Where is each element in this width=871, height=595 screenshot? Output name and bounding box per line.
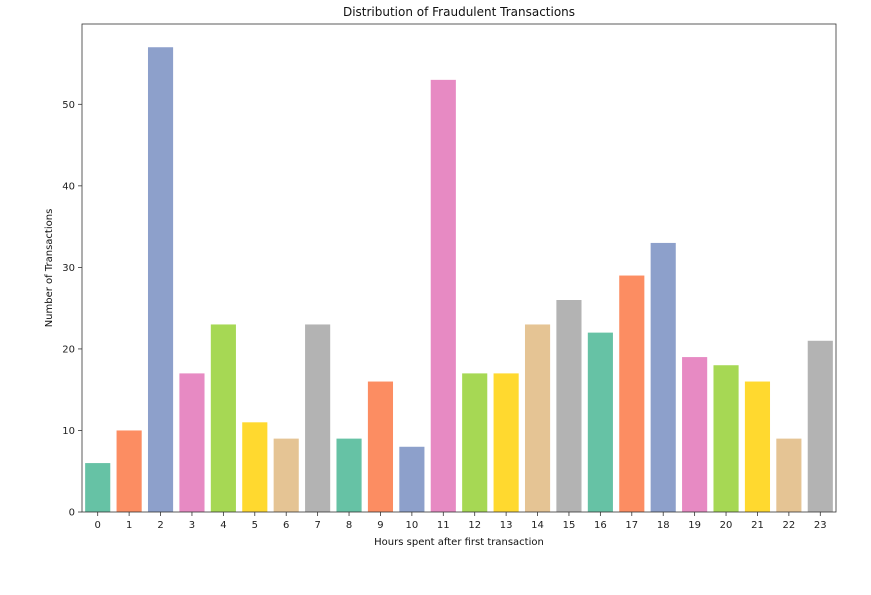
bar-hour-7 [305,324,331,512]
bar-hour-4 [210,324,236,512]
x-tick-label: 21 [751,520,764,531]
x-axis: 0 1 2 3 4 5 6 7 8 9 10 11 12 13 14 15 16 17 18 19 20 21 22 23 [95,512,827,531]
x-tick-label: 13 [500,520,513,531]
x-tick-label: 0 [95,520,101,531]
y-axis-label: Number of Transactions [44,209,55,328]
bar-hour-23 [807,340,833,512]
x-tick-label: 15 [563,520,576,531]
bar-hour-20 [713,365,739,512]
bars-group [85,47,833,513]
bar-hour-2 [147,47,174,513]
bar-hour-0 [85,463,111,512]
x-tick-label: 9 [377,520,383,531]
x-tick-label: 4 [220,520,226,531]
y-axis: 0 10 20 30 40 50 [62,100,82,519]
x-tick-label: 10 [406,520,419,531]
bar-hour-6 [273,438,299,512]
x-tick-label: 17 [625,520,638,531]
x-tick-label: 2 [157,520,163,531]
bar-hour-13 [493,373,519,512]
y-tick-label: 40 [62,181,75,192]
bar-hour-9 [367,381,394,512]
x-tick-label: 19 [688,520,701,531]
y-tick-label: 0 [69,508,75,519]
x-axis-label: Hours spent after first transaction [374,537,544,548]
bar-hour-16 [587,332,613,512]
bar-hour-5 [242,422,268,512]
y-tick-label: 50 [62,100,75,111]
x-tick-label: 11 [437,520,450,531]
x-tick-label: 5 [252,520,258,531]
chart-title: Distribution of Fraudulent Transactions [343,5,575,19]
bar-hour-10 [399,446,425,512]
y-tick-label: 20 [62,344,75,355]
x-tick-label: 18 [657,520,670,531]
bar-hour-3 [179,373,205,512]
bar-hour-21 [744,381,771,512]
x-tick-label: 7 [314,520,320,531]
x-tick-label: 12 [468,520,481,531]
x-tick-label: 16 [594,520,607,531]
bar-hour-12 [462,373,488,512]
x-tick-label: 1 [126,520,132,531]
bar-hour-14 [524,324,551,512]
bar-hour-18 [650,242,676,512]
bar-hour-17 [619,275,645,512]
x-tick-label: 14 [531,520,544,531]
bar-hour-22 [776,438,802,512]
bar-hour-11 [430,79,456,512]
bar-hour-19 [682,357,708,512]
y-tick-label: 10 [62,426,75,437]
bar-hour-15 [556,300,582,512]
x-tick-label: 8 [346,520,352,531]
bar-hour-8 [336,438,362,512]
x-tick-label: 22 [783,520,796,531]
x-tick-label: 3 [189,520,195,531]
bar-hour-1 [116,430,142,512]
y-tick-label: 30 [62,263,75,274]
x-tick-label: 20 [720,520,733,531]
plot-frame [81,23,837,513]
x-tick-label: 23 [814,520,827,531]
x-tick-label: 6 [283,520,289,531]
